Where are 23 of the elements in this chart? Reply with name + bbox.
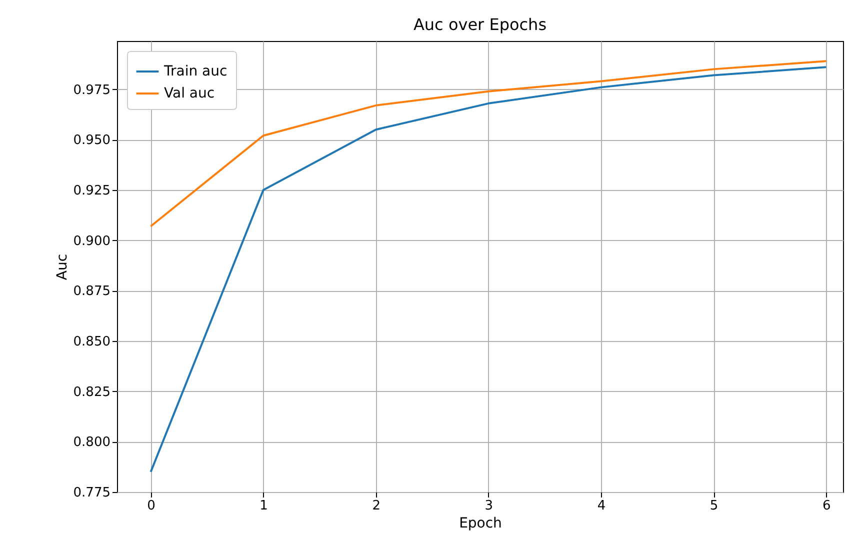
legend-label: Train auc — [163, 64, 228, 80]
line-series — [150, 66, 828, 473]
x-tick-label: 5 — [710, 498, 718, 514]
y-tick-label: 0.925 — [73, 183, 110, 198]
y-tick-label: 0.975 — [73, 82, 110, 98]
y-tick-label: 0.950 — [73, 133, 110, 148]
y-tick-label: 0.800 — [73, 435, 110, 450]
x-axis-title: Epoch — [459, 516, 502, 532]
x-tick-label: 3 — [484, 498, 494, 514]
x-tick-label: 1 — [260, 498, 268, 514]
y-tick-label: 0.900 — [73, 234, 110, 249]
y-tick-label: 0.775 — [73, 486, 110, 500]
chart-title: Auc over Epochs — [413, 15, 547, 34]
y-tick-label: 0.850 — [73, 334, 110, 350]
y-tick-label: 0.875 — [73, 284, 110, 300]
legend-label: Val auc — [164, 86, 215, 102]
x-tick-label: 0 — [147, 498, 156, 514]
y-axis-title: Auc — [54, 254, 70, 280]
line-series — [150, 60, 828, 228]
x-tick-label: 4 — [597, 498, 606, 514]
x-tick-label: 2 — [372, 498, 381, 514]
y-tick-label: 0.825 — [73, 384, 110, 400]
x-tick-label: 6 — [822, 498, 831, 514]
